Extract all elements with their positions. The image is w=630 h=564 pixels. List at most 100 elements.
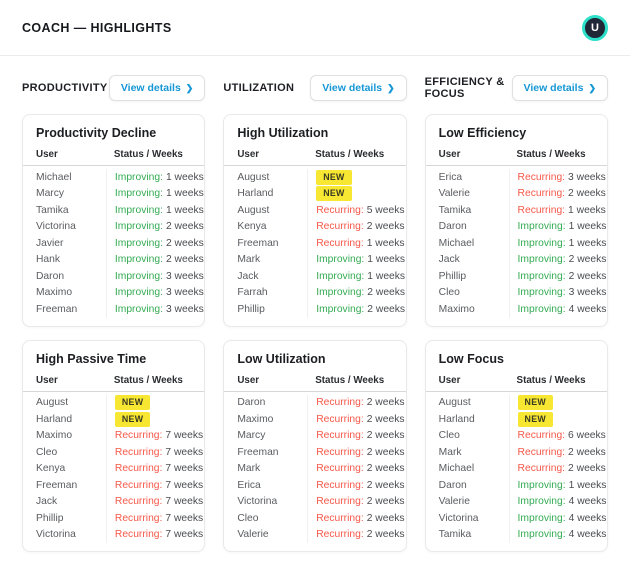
user-name: Freeman xyxy=(237,237,279,249)
page-title: COACH — HIGHLIGHTS xyxy=(22,20,172,35)
category-label: UTILIZATION xyxy=(223,82,295,94)
user-name: Tamika xyxy=(438,204,472,216)
status-cell: Recurring: 3 weeks xyxy=(508,169,606,186)
user-name: August xyxy=(237,171,270,183)
user-name: Mark xyxy=(237,463,261,475)
user-name: Maximo xyxy=(438,303,475,315)
cards-stack: Productivity Decline User Status / Weeks… xyxy=(22,114,206,552)
status-label: Recurring: xyxy=(316,397,364,409)
status-cell: Recurring: 2 weeks xyxy=(307,394,405,411)
status-cell: Improving: 1 weeks xyxy=(105,185,204,202)
weeks-value: 2 weeks xyxy=(568,188,606,200)
user-name: Michael xyxy=(438,463,475,475)
status-label: Recurring: xyxy=(114,463,163,475)
user-name: Cleo xyxy=(438,287,460,299)
table-header-row: User Status / Weeks xyxy=(425,375,607,392)
status-cell: Improving: 3 weeks xyxy=(105,268,204,285)
user-name: Daron xyxy=(438,479,467,491)
table-row: Tamika Improving: 4 weeks xyxy=(426,526,607,543)
user-name: Jack xyxy=(237,270,259,282)
view-details-button[interactable]: View details ❯ xyxy=(108,75,206,101)
card-title: High Passive Time xyxy=(36,351,147,366)
status-cell: Improving: 4 weeks xyxy=(508,526,606,543)
user-name: Victorina xyxy=(36,529,76,541)
status-label: Improving: xyxy=(517,221,566,233)
table-body: August NEW Harland NEW August Recurring:… xyxy=(224,166,405,318)
user-name: Jack xyxy=(36,496,58,508)
weeks-value: 2 weeks xyxy=(366,512,405,524)
table-row: Phillip Improving: 2 weeks xyxy=(426,268,607,285)
status-label: Recurring: xyxy=(517,188,566,200)
column-header-user: User xyxy=(237,374,260,386)
table-row: Daron Recurring: 2 weeks xyxy=(224,394,405,411)
table-header-row: User Status / Weeks xyxy=(23,149,205,166)
table-body: Daron Recurring: 2 weeks Maximo Recurring… xyxy=(224,392,405,543)
table-row: Tamika Improving: 1 weeks xyxy=(23,202,204,219)
user-name: Valerie xyxy=(438,496,470,508)
status-label: Recurring: xyxy=(316,479,364,491)
user-name: Hank xyxy=(36,254,61,266)
status-label: Improving: xyxy=(316,303,365,315)
highlight-card: Low Focus User Status / Weeks August NEW… xyxy=(424,339,608,552)
status-cell: Recurring: 7 weeks xyxy=(105,510,203,527)
table-row: Tamika Recurring: 1 weeks xyxy=(426,202,607,219)
table-row: Cleo Recurring: 6 weeks xyxy=(426,427,607,444)
weeks-value: 1 weeks xyxy=(568,221,607,233)
weeks-value: 2 weeks xyxy=(165,254,204,266)
table-body: Erica Recurring: 3 weeks Valerie Recurrin… xyxy=(426,166,607,318)
status-cell: Improving: 1 weeks xyxy=(508,218,607,235)
status-cell: Recurring: 7 weeks xyxy=(105,444,204,461)
category-header: UTILIZATION View details ❯ xyxy=(223,74,407,102)
status-cell: Recurring: 7 weeks xyxy=(105,460,204,477)
view-details-button[interactable]: View details ❯ xyxy=(310,75,407,101)
status-label: Improving: xyxy=(114,204,163,216)
table-row: Erica Recurring: 2 weeks xyxy=(224,477,405,494)
user-name: Tamika xyxy=(36,204,69,216)
status-cell: Improving: 1 weeks xyxy=(105,202,204,219)
status-label: Improving: xyxy=(517,237,566,249)
user-name: Jack xyxy=(438,254,460,266)
status-cell: Improving: 3 weeks xyxy=(105,301,204,318)
status-label: Recurring: xyxy=(517,204,566,216)
card-title: Low Utilization xyxy=(237,351,326,366)
weeks-value: 7 weeks xyxy=(165,446,204,458)
status-label: Recurring: xyxy=(316,430,364,442)
user-name: Marcy xyxy=(36,188,65,200)
status-cell: Recurring: 2 weeks xyxy=(508,185,606,202)
view-details-button[interactable]: View details ❯ xyxy=(511,75,608,101)
status-label: Recurring: xyxy=(316,221,364,233)
column-header-user: User xyxy=(438,149,461,160)
category-column: EFFICIENCY & FOCUS View details ❯ Low Ef… xyxy=(424,70,608,552)
status-cell: Improving: 4 weeks xyxy=(508,493,606,510)
table-row: Daron Improving: 1 weeks xyxy=(426,218,607,235)
user-name: Phillip xyxy=(237,303,265,315)
chevron-right-icon: ❯ xyxy=(185,82,194,93)
weeks-value: 4 weeks xyxy=(568,512,607,524)
card-title: Low Efficiency xyxy=(438,126,527,140)
user-name: Maximo xyxy=(36,430,73,442)
weeks-value: 3 weeks xyxy=(165,270,204,282)
column-header-user: User xyxy=(237,149,260,160)
status-label: Recurring: xyxy=(316,529,364,541)
app-header: COACH — HIGHLIGHTS U xyxy=(0,0,630,56)
status-cell: Improving: 2 weeks xyxy=(105,235,204,252)
cards-stack: Low Efficiency User Status / Weeks Erica… xyxy=(424,114,608,552)
user-name: Maximo xyxy=(36,287,73,299)
table-row: Harland NEW xyxy=(23,411,204,428)
status-cell: NEW xyxy=(508,394,594,411)
user-name: Kenya xyxy=(36,463,66,475)
user-name: Tamika xyxy=(438,529,472,541)
user-avatar[interactable]: U xyxy=(582,14,608,41)
new-badge: NEW xyxy=(316,186,352,202)
table-row: Mark Recurring: 2 weeks xyxy=(426,444,607,461)
user-name: August xyxy=(438,397,471,409)
user-name: August xyxy=(237,204,270,216)
user-name: Victorina xyxy=(36,221,76,233)
category-header: PRODUCTIVITY View details ❯ xyxy=(22,74,206,102)
weeks-value: 7 weeks xyxy=(165,463,204,475)
user-name: Maximo xyxy=(237,413,274,425)
table-row: Hank Improving: 2 weeks xyxy=(23,251,204,268)
table-header-row: User Status / Weeks xyxy=(224,374,406,392)
table-row: Phillip Recurring: 7 weeks xyxy=(23,510,204,527)
status-cell: Improving: 1 weeks xyxy=(508,477,606,494)
